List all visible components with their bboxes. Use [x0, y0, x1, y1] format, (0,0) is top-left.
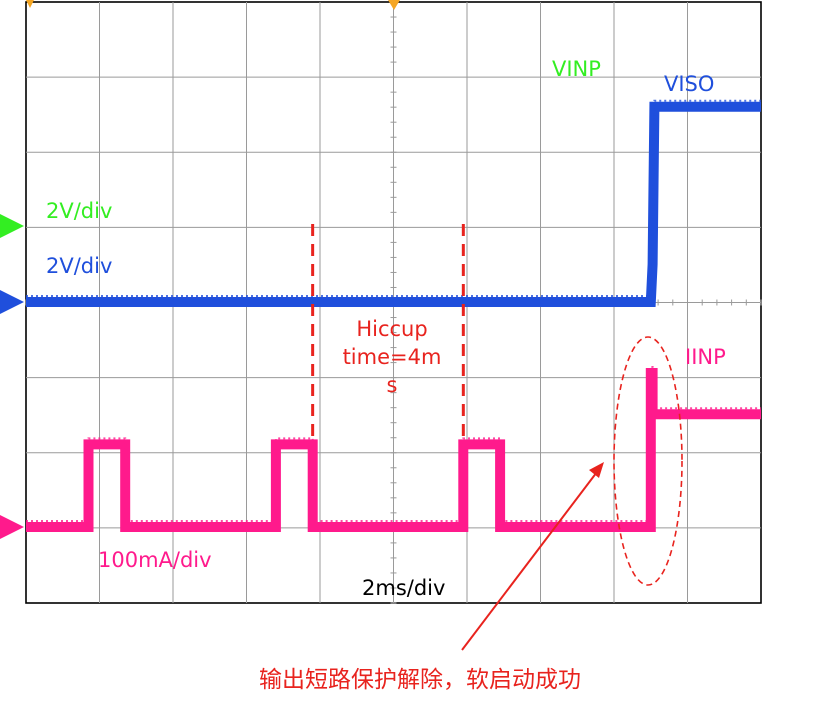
scale-label-viso: 2V/div — [46, 254, 112, 278]
channel-marker-iinp-icon — [0, 515, 24, 539]
trigger-marker-icon — [388, 0, 400, 10]
trace-iinp — [26, 368, 761, 532]
hiccup-label-line1: Hiccup — [356, 317, 427, 341]
arrow-head-icon — [589, 462, 604, 478]
time-per-div-label: 2ms/div — [362, 576, 445, 600]
annotations — [311, 224, 683, 651]
traces — [26, 99, 761, 532]
channel-markers — [0, 214, 24, 539]
hiccup-label-line3: s — [387, 373, 398, 397]
series-label-vinp: VINP — [552, 57, 601, 81]
highlight-ellipse — [613, 336, 683, 586]
scale-label-iinp: 100mA/div — [98, 548, 212, 572]
hiccup-label-line2: time=4m — [343, 345, 442, 369]
trace-iinp-noise — [26, 366, 761, 522]
trigger-marker-icon — [26, 0, 34, 8]
series-label-viso: VISO — [664, 72, 714, 96]
trace-viso-noise — [26, 99, 761, 297]
channel-marker-viso-icon — [0, 290, 24, 314]
annotation-arrow — [461, 467, 601, 651]
channel-marker-vinp-icon — [0, 214, 24, 238]
recovery-annotation: 输出短路保护解除，软启动成功 — [259, 667, 581, 693]
scale-label-vinp: 2V/div — [46, 199, 112, 223]
series-label-iinp: IINP — [685, 345, 726, 369]
